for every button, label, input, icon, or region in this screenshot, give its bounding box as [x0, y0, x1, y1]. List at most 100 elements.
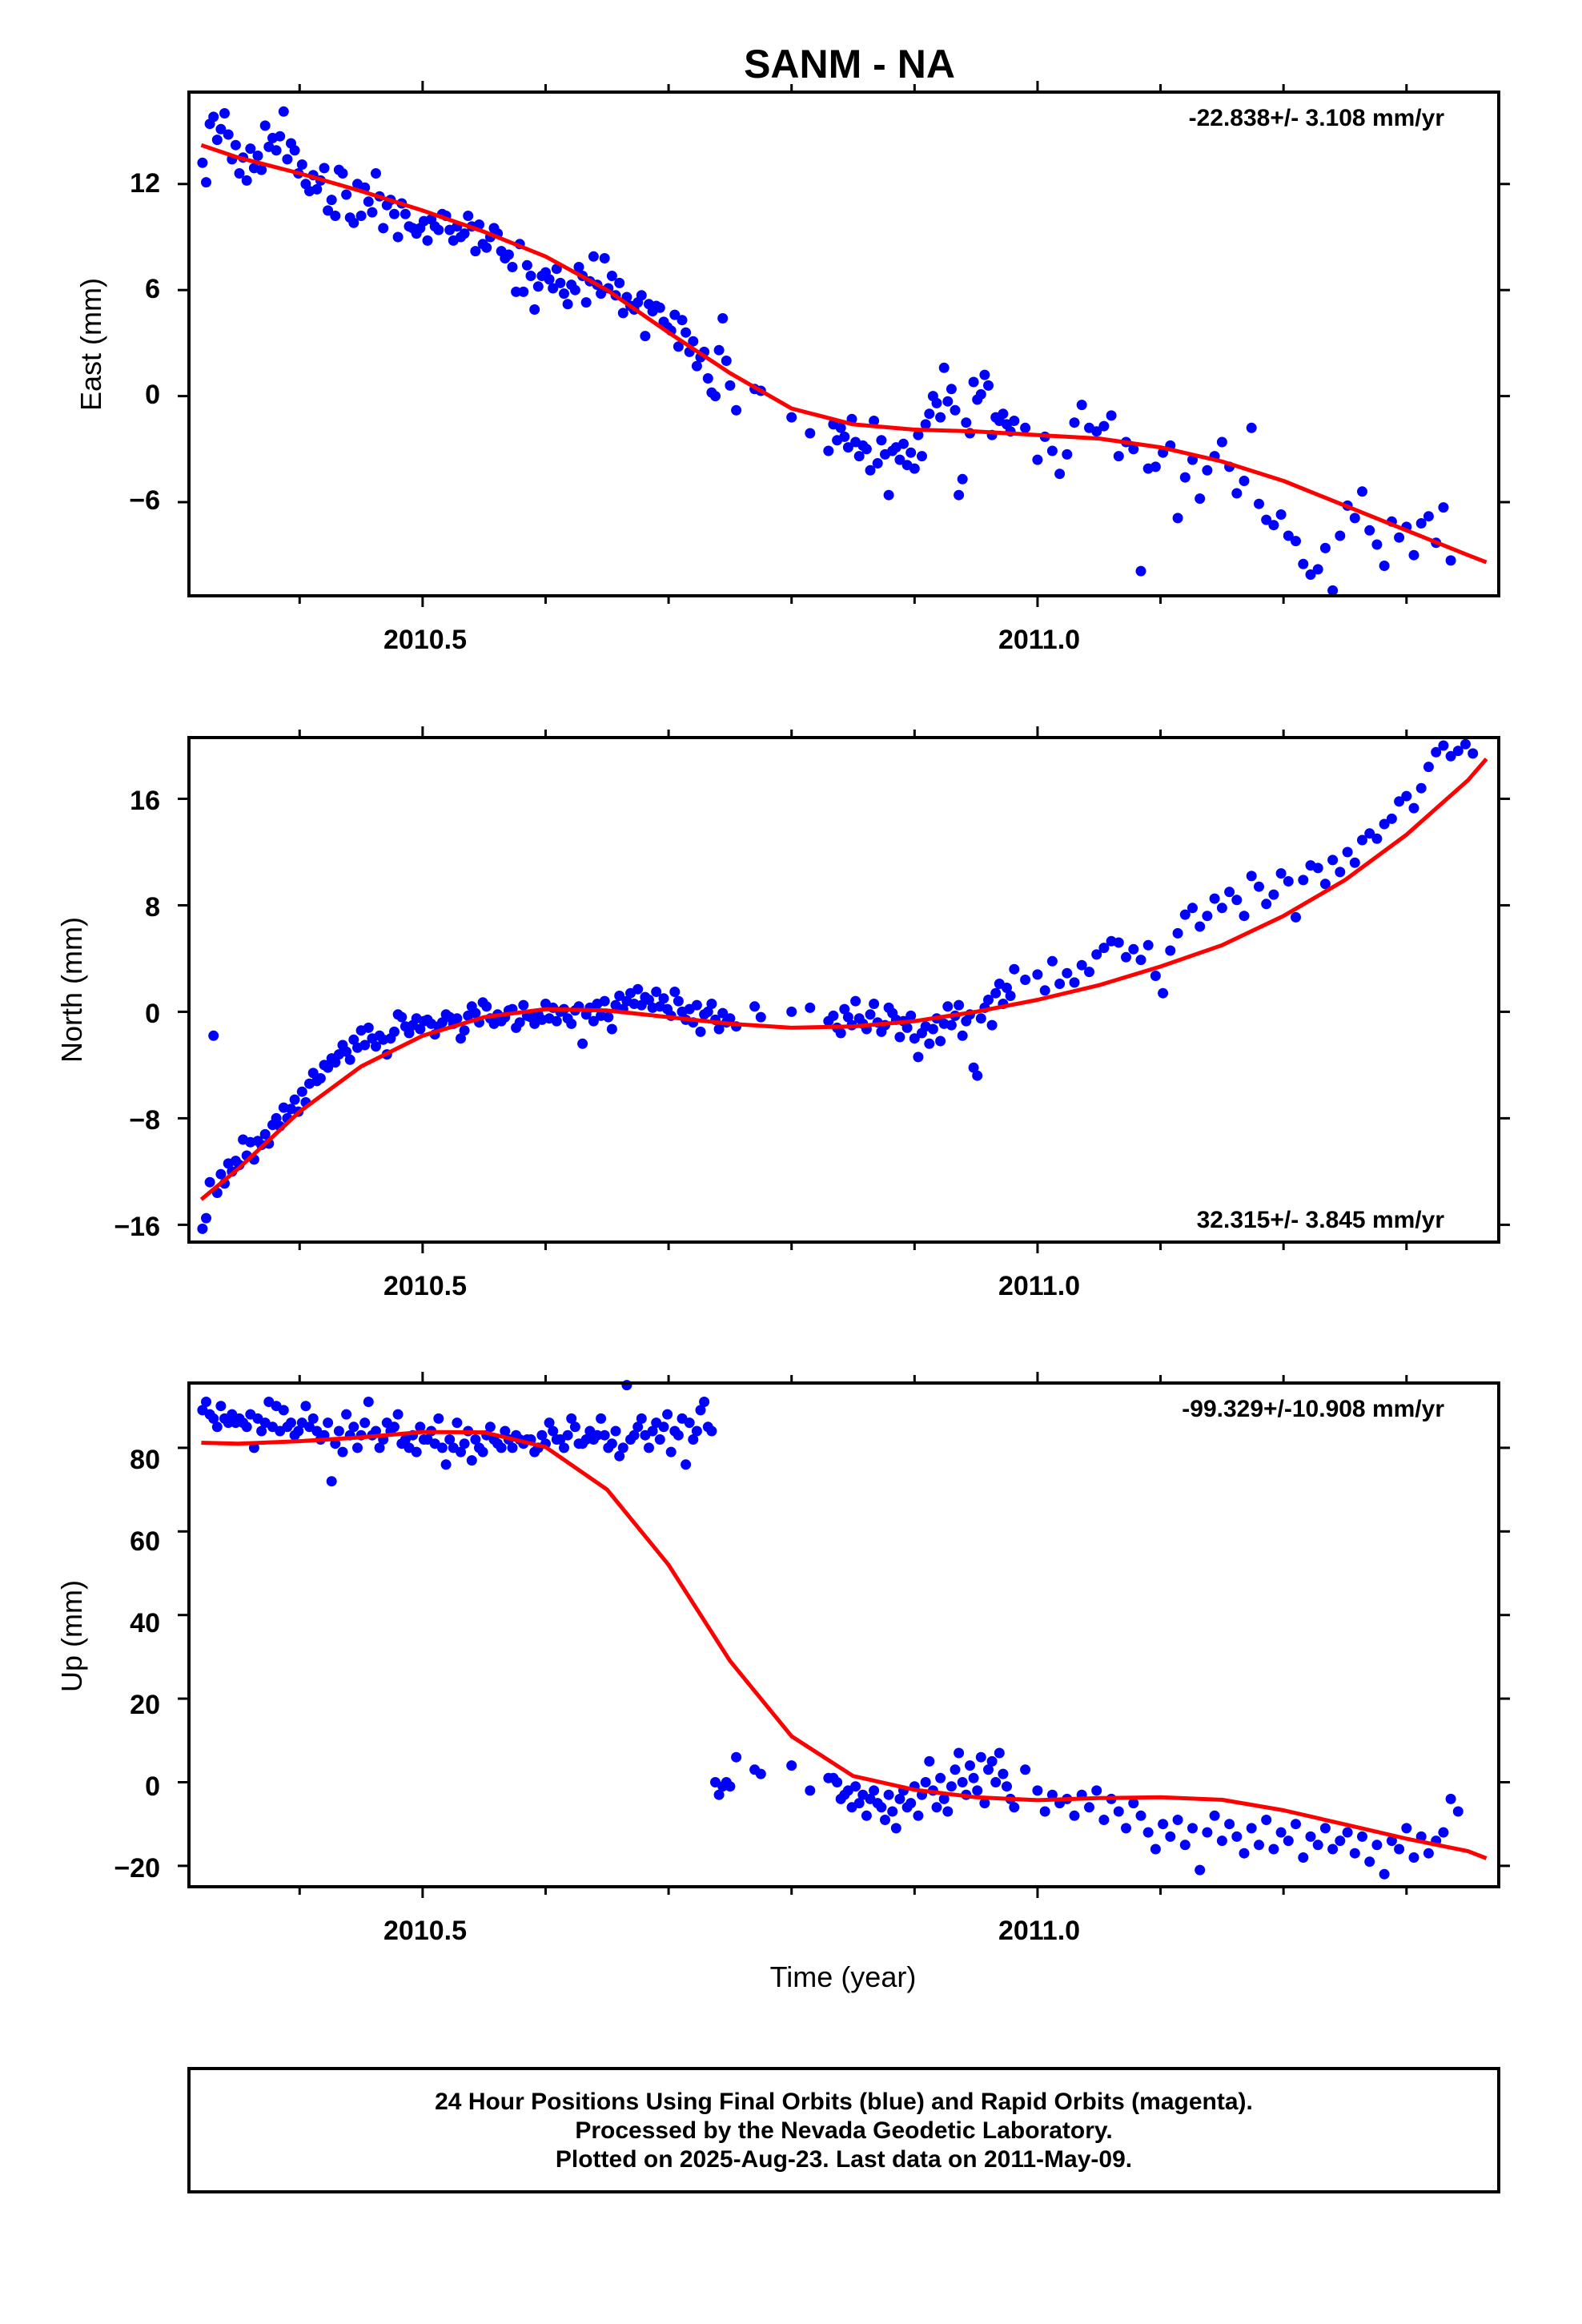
- up-data-point: [1231, 1831, 1243, 1842]
- up-data-point: [832, 1777, 843, 1787]
- east-data-point: [1020, 422, 1031, 433]
- up-data-point: [1209, 1810, 1220, 1821]
- up-data-point: [654, 1434, 665, 1445]
- east-data-point: [957, 473, 968, 485]
- up-data-point: [1312, 1839, 1323, 1851]
- up-data-point: [931, 1802, 942, 1813]
- up-data-point: [805, 1785, 816, 1796]
- up-data-point: [920, 1777, 931, 1787]
- north-data-point: [749, 1001, 761, 1012]
- footer-box: 24 Hour Positions Using Final Orbits (bl…: [187, 2067, 1500, 2193]
- up-plot-frame: [187, 1381, 1500, 1888]
- north-data-point: [673, 995, 684, 1007]
- east-y-ticks: [178, 183, 1510, 504]
- north-plot-frame: [187, 736, 1500, 1244]
- east-data-point: [1357, 486, 1367, 497]
- up-data-point: [1364, 1856, 1375, 1868]
- north-data-point: [1165, 945, 1176, 956]
- up-data-point: [1342, 1827, 1353, 1838]
- east-y-tick-label: −6: [129, 485, 160, 516]
- up-data-point: [333, 1425, 344, 1437]
- north-data-point: [986, 1019, 998, 1031]
- up-data-point: [1327, 1844, 1339, 1855]
- east-data-point: [208, 111, 219, 123]
- up-data-point: [938, 1793, 950, 1804]
- up-data-point: [599, 1429, 610, 1441]
- up-data-point: [348, 1421, 359, 1433]
- north-data-point: [271, 1112, 282, 1124]
- east-data-point: [983, 380, 994, 391]
- north-data-point: [706, 999, 717, 1009]
- north-data-point: [713, 1023, 725, 1035]
- up-data-point: [562, 1429, 573, 1441]
- north-data-point: [786, 1006, 797, 1017]
- north-data-point: [805, 1002, 816, 1013]
- east-data-point: [677, 315, 688, 326]
- east-data-point: [551, 263, 562, 275]
- east-data-point: [544, 274, 555, 285]
- north-data-point: [636, 999, 647, 1011]
- east-data-point: [348, 217, 359, 228]
- up-data-point: [1069, 1810, 1080, 1821]
- up-data-point: [606, 1438, 617, 1449]
- east-data-point: [511, 286, 522, 297]
- up-y-tick-label: 20: [130, 1690, 160, 1720]
- north-data-point: [606, 1023, 617, 1035]
- up-data-point: [484, 1421, 496, 1433]
- east-data-point: [950, 404, 961, 416]
- up-data-point: [1268, 1844, 1279, 1855]
- north-data-point: [599, 995, 610, 1007]
- east-data-point: [1379, 561, 1390, 571]
- north-data-point: [1209, 893, 1220, 904]
- east-data-point: [289, 145, 300, 156]
- north-data-point: [658, 993, 669, 1004]
- up-data-point: [614, 1450, 625, 1462]
- up-data-point: [536, 1429, 548, 1441]
- east-data-point: [326, 195, 337, 206]
- north-data-point: [348, 1034, 359, 1045]
- east-data-point: [1298, 558, 1309, 569]
- east-data-point: [823, 445, 834, 456]
- east-data-point: [371, 168, 381, 179]
- up-fit-line: [201, 1429, 1488, 1860]
- east-data-point: [1106, 410, 1117, 421]
- north-y-tick-label: 16: [130, 786, 160, 816]
- up-y-tick-label: 80: [130, 1445, 160, 1475]
- up-data-point: [548, 1425, 559, 1437]
- east-data-point: [296, 159, 307, 170]
- north-data-point: [323, 1062, 334, 1073]
- north-data-point: [644, 995, 654, 1005]
- north-data-point: [1113, 937, 1124, 948]
- east-panel: 2010.5 2011.0 12 6 0 −6 East (mm) -22.83…: [74, 81, 1510, 655]
- up-data-point: [994, 1747, 1005, 1759]
- east-data-point: [909, 463, 920, 474]
- east-data-point: [1415, 518, 1427, 529]
- north-data-point: [755, 1011, 766, 1023]
- east-data-point: [681, 327, 692, 338]
- north-data-point: [359, 1039, 371, 1051]
- east-data-point: [968, 376, 979, 388]
- north-data-point: [1158, 987, 1169, 999]
- up-data-point: [1239, 1848, 1250, 1859]
- north-data-point: [905, 1010, 917, 1021]
- up-x-ticks: [298, 1372, 1408, 1898]
- east-data-point: [529, 304, 540, 315]
- east-x-ticks: [298, 81, 1408, 607]
- up-data-point: [905, 1798, 917, 1809]
- north-data-point: [702, 1006, 713, 1017]
- north-data-point: [1172, 927, 1183, 939]
- east-data-point: [518, 286, 529, 297]
- east-data-point: [1371, 539, 1383, 550]
- up-data-point: [248, 1442, 259, 1454]
- east-data-point: [201, 177, 211, 188]
- east-data-point: [241, 175, 252, 186]
- north-data-point: [307, 1068, 319, 1079]
- east-data-point: [197, 157, 208, 168]
- up-data-point: [208, 1413, 219, 1424]
- north-data-point: [669, 987, 681, 997]
- up-y-tick-label: −20: [114, 1853, 160, 1884]
- north-data-point: [1231, 895, 1243, 906]
- east-data-point: [573, 262, 584, 272]
- north-data-point: [850, 995, 861, 1007]
- up-data-point: [869, 1785, 880, 1796]
